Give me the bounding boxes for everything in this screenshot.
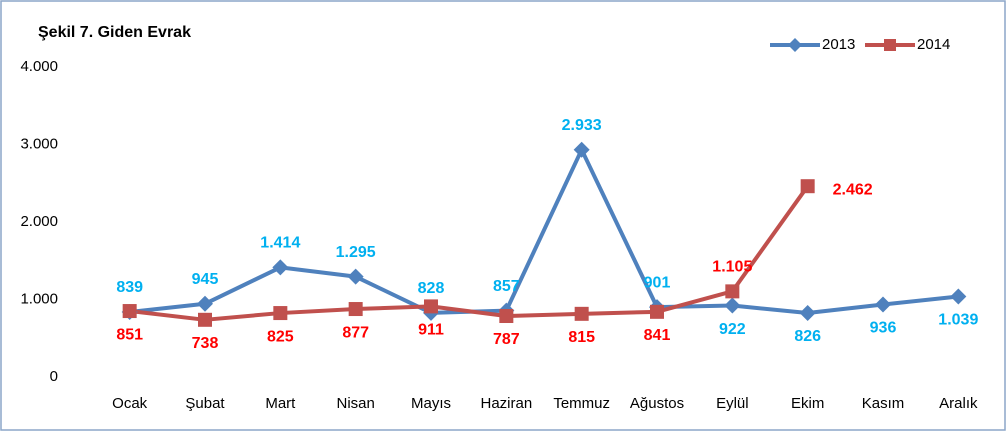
data-point [272, 259, 289, 276]
data-label: 738 [192, 335, 219, 352]
data-point [725, 284, 740, 299]
data-point [573, 141, 590, 158]
x-tick-label: Mayıs [411, 395, 451, 412]
data-point [499, 309, 514, 324]
data-label: 787 [493, 331, 520, 348]
x-tick-label: Ağustos [630, 395, 684, 412]
data-label: 839 [116, 279, 143, 296]
data-point [574, 306, 589, 321]
data-point [348, 302, 363, 317]
data-label: 857 [493, 278, 520, 295]
data-label: 841 [644, 327, 671, 344]
x-tick-label: Temmuz [553, 395, 610, 412]
legend-label: 2014 [917, 36, 950, 53]
legend-marker [884, 39, 896, 51]
data-point [197, 295, 213, 312]
data-point [650, 304, 664, 319]
data-point [424, 299, 438, 314]
data-label: 936 [870, 320, 897, 337]
data-label: 901 [644, 274, 671, 291]
series-line [129, 185, 810, 322]
data-label: 815 [568, 329, 595, 346]
y-tick-label: 2.000 [20, 213, 58, 230]
series-line [129, 147, 959, 315]
data-label: 945 [192, 271, 219, 288]
data-label: 826 [794, 328, 821, 345]
data-point [799, 304, 816, 321]
data-point [800, 179, 815, 194]
data-label: 2.933 [562, 117, 602, 134]
y-tick-label: 4.000 [20, 58, 58, 75]
data-label: 1.039 [938, 312, 978, 329]
x-tick-label: Ocak [112, 395, 148, 412]
data-label: 828 [418, 280, 445, 297]
legend-label: 2013 [822, 36, 855, 53]
data-point [122, 304, 137, 319]
y-tick-label: 1.000 [20, 290, 58, 307]
data-point [198, 312, 212, 327]
y-tick-label: 0 [50, 368, 58, 385]
data-point [347, 268, 364, 285]
x-tick-label: Ekim [791, 395, 824, 412]
data-label: 1.414 [260, 235, 300, 252]
data-label: 2.462 [833, 181, 873, 198]
x-tick-label: Kasım [862, 395, 905, 412]
data-label: 851 [116, 326, 143, 343]
data-label: 1.295 [336, 244, 376, 261]
data-point [950, 288, 967, 305]
y-tick-label: 3.000 [20, 135, 58, 152]
x-tick-label: Nisan [336, 395, 374, 412]
data-label: 922 [719, 321, 746, 338]
x-tick-label: Aralık [939, 395, 978, 412]
chart-title: Şekil 7. Giden Evrak [38, 24, 191, 41]
x-tick-label: Haziran [480, 395, 532, 412]
x-tick-label: Mart [265, 395, 296, 412]
data-label: 1.105 [712, 259, 752, 276]
x-tick-label: Şubat [185, 395, 225, 412]
x-tick-label: Eylül [716, 395, 749, 412]
data-point [273, 306, 288, 321]
data-point [724, 297, 741, 314]
data-label: 877 [342, 324, 369, 341]
data-label: 911 [418, 322, 444, 339]
legend-marker [788, 38, 802, 52]
data-label: 825 [267, 328, 294, 345]
data-point [875, 296, 891, 313]
